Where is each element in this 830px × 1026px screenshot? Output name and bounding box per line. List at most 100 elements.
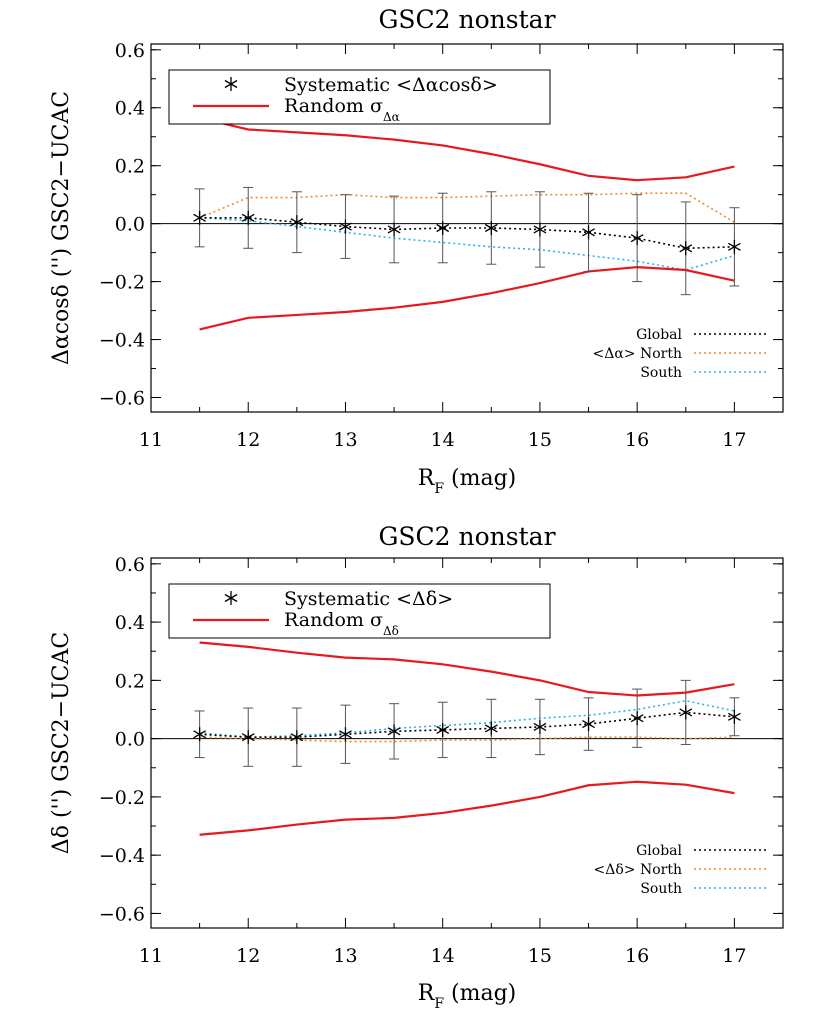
x-tick-label: 14 <box>431 429 455 451</box>
x-tick-label: 15 <box>528 945 552 967</box>
random-sigma-lower <box>199 780 735 836</box>
y-tick-label: 0.2 <box>115 670 145 692</box>
systematic-marker <box>582 225 595 240</box>
series-line-north <box>199 192 735 223</box>
series-line-global <box>199 217 735 250</box>
x-tick-label: 17 <box>722 429 746 451</box>
marker-stroke <box>241 213 255 222</box>
systematic-marker <box>193 727 207 742</box>
marker-stroke <box>727 242 741 251</box>
systematic-marker <box>290 730 304 745</box>
x-tick-label: 11 <box>139 945 163 967</box>
systematic-marker <box>630 231 644 246</box>
legend-series: Global <Δα> North South <box>593 327 766 381</box>
y-tick-label: 0.0 <box>115 214 145 236</box>
marker-stroke <box>484 724 498 733</box>
y-tick-label: 0.4 <box>115 612 145 634</box>
legend-asterisk-icon <box>224 591 238 605</box>
marker-stroke <box>339 222 352 231</box>
series-line-north <box>199 736 735 743</box>
marker-stroke <box>387 727 401 736</box>
x-tick-label: 16 <box>625 429 649 451</box>
plot-frame <box>150 557 784 929</box>
y-tick-label: −0.6 <box>99 903 145 925</box>
legend-series-label: <Δα> North <box>593 346 683 362</box>
x-axis-label: RF (mag) <box>418 981 517 1012</box>
legend-systematic-label: Systematic <Δαcosδ> <box>284 74 498 96</box>
systematic-marker <box>484 221 498 235</box>
chart-panel-1: GSC2 nonstar 11 12 13 14 15 16 17 −0.6 −0.4 −0.2 0.… <box>49 5 784 497</box>
marker-stroke <box>582 228 595 237</box>
legend-series-label: South <box>640 881 682 897</box>
legend-series-label: Global <box>636 843 682 859</box>
systematic-marker <box>582 717 595 732</box>
marker-stroke <box>630 234 644 243</box>
chart-title: GSC2 nonstar <box>378 5 555 34</box>
y-axis-label: Δαcosδ ('') GSC2−UCAC <box>49 91 74 365</box>
systematic-marker <box>387 222 401 237</box>
x-tick-label: 14 <box>431 945 455 967</box>
systematic-marker <box>484 721 498 736</box>
series-line-south <box>199 699 735 738</box>
marker-stroke <box>387 225 401 234</box>
systematic-marker <box>630 711 644 726</box>
marker-stroke <box>436 725 450 734</box>
legend-random-label: Random σΔδ <box>284 609 399 638</box>
systematic-marker <box>679 705 693 720</box>
systematic-marker <box>290 215 304 230</box>
legend-systematic-label: Systematic <Δδ> <box>284 588 453 610</box>
systematic-marker <box>533 719 547 734</box>
systematic-marker <box>193 210 207 225</box>
marker-stroke <box>533 225 547 234</box>
systematic-marker <box>727 709 741 724</box>
marker-stroke <box>224 79 238 89</box>
y-tick-label: −0.4 <box>99 845 145 867</box>
random-sigma-lower <box>199 266 735 331</box>
marker-stroke <box>679 244 693 253</box>
marker-stroke <box>193 730 207 739</box>
systematic-marker <box>533 222 547 237</box>
y-tick-label: 0.0 <box>115 729 145 751</box>
x-tick-label: 12 <box>236 429 260 451</box>
legend-box <box>168 69 551 125</box>
legend-series-label: South <box>640 365 682 381</box>
systematic-marker <box>387 724 401 739</box>
y-tick-label: −0.6 <box>99 388 145 410</box>
systematic-marker <box>436 722 450 737</box>
x-tick-label: 13 <box>333 429 357 451</box>
y-tick-label: −0.2 <box>99 787 145 809</box>
x-tick-label: 17 <box>722 945 746 967</box>
y-axis-label: Δδ ('') GSC2−UCAC <box>49 632 74 854</box>
marker-stroke <box>727 712 741 721</box>
marker-stroke <box>290 733 304 742</box>
marker-stroke <box>339 730 352 739</box>
marker-stroke <box>484 223 498 233</box>
x-tick-label: 11 <box>139 429 163 451</box>
legend-random-label: Random σΔα <box>284 95 400 124</box>
systematic-marker <box>727 239 741 254</box>
marker-stroke <box>224 593 238 603</box>
legend-series: Global <Δδ> North South <box>594 843 766 897</box>
systematic-marker <box>679 241 693 256</box>
plot-frame <box>150 43 784 413</box>
random-sigma-upper <box>199 641 735 697</box>
chart-panel-2: GSC2 nonstar 11 12 13 14 15 16 17 −0.6 −0.4 −0.2 0.… <box>49 522 784 1012</box>
y-tick-label: 0.6 <box>115 40 145 62</box>
marker-stroke <box>436 223 450 233</box>
systematic-marker <box>241 210 255 225</box>
x-tick-label: 15 <box>528 429 552 451</box>
x-tick-label: 12 <box>236 945 260 967</box>
legend-asterisk-icon <box>224 77 238 91</box>
y-tick-label: 0.4 <box>115 98 145 120</box>
marker-stroke <box>533 722 547 732</box>
marker-stroke <box>290 218 304 227</box>
y-tick-label: −0.2 <box>99 272 145 294</box>
marker-stroke <box>630 714 644 723</box>
legend-main: Systematic <Δαcosδ>Random σΔα <box>168 69 551 125</box>
systematic-marker <box>241 730 255 745</box>
marker-stroke <box>679 708 693 717</box>
random-sigma-upper <box>199 116 735 182</box>
marker-stroke <box>241 733 255 742</box>
marker-stroke <box>193 213 207 222</box>
